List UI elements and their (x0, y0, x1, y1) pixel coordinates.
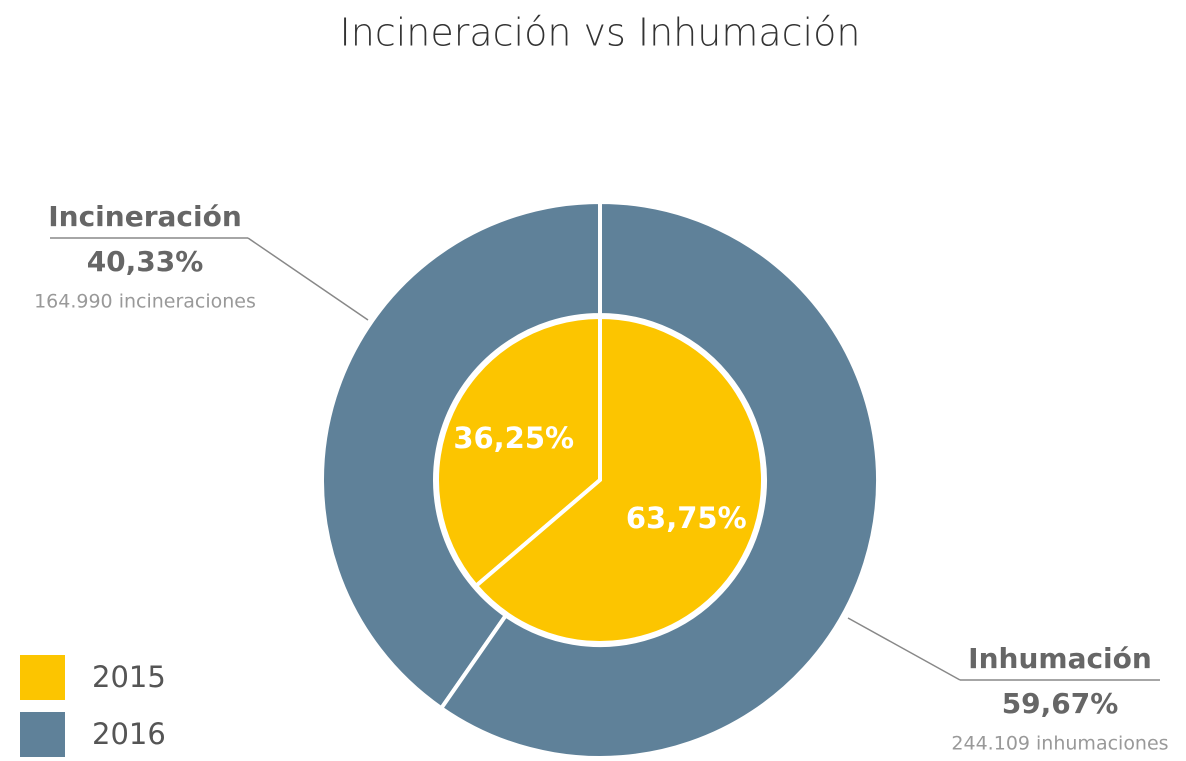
slice-label: 63,75% (626, 501, 747, 535)
pie-slice (320, 199, 602, 712)
annotation: 164.990 incineraciones (34, 291, 256, 313)
legend-label: 2016 (92, 717, 166, 751)
leader-line (847, 617, 961, 681)
legend-swatch (20, 712, 65, 757)
category-label: Incineración (48, 200, 242, 233)
chart-title: Incineración vs Inhumación (340, 11, 861, 55)
legend-swatch (20, 655, 65, 700)
pie-slice (473, 314, 765, 645)
annotation: 244.109 inhumaciones (951, 733, 1168, 755)
pie-slice (438, 199, 880, 760)
slice-label: 36,25% (453, 421, 574, 455)
value-label: 59,67% (1002, 687, 1119, 720)
category-label: Inhumación (968, 642, 1152, 675)
pie-slice (435, 314, 602, 589)
value-label: 40,33% (87, 245, 204, 278)
leader-line (247, 237, 369, 321)
legend-label: 2015 (92, 660, 166, 694)
